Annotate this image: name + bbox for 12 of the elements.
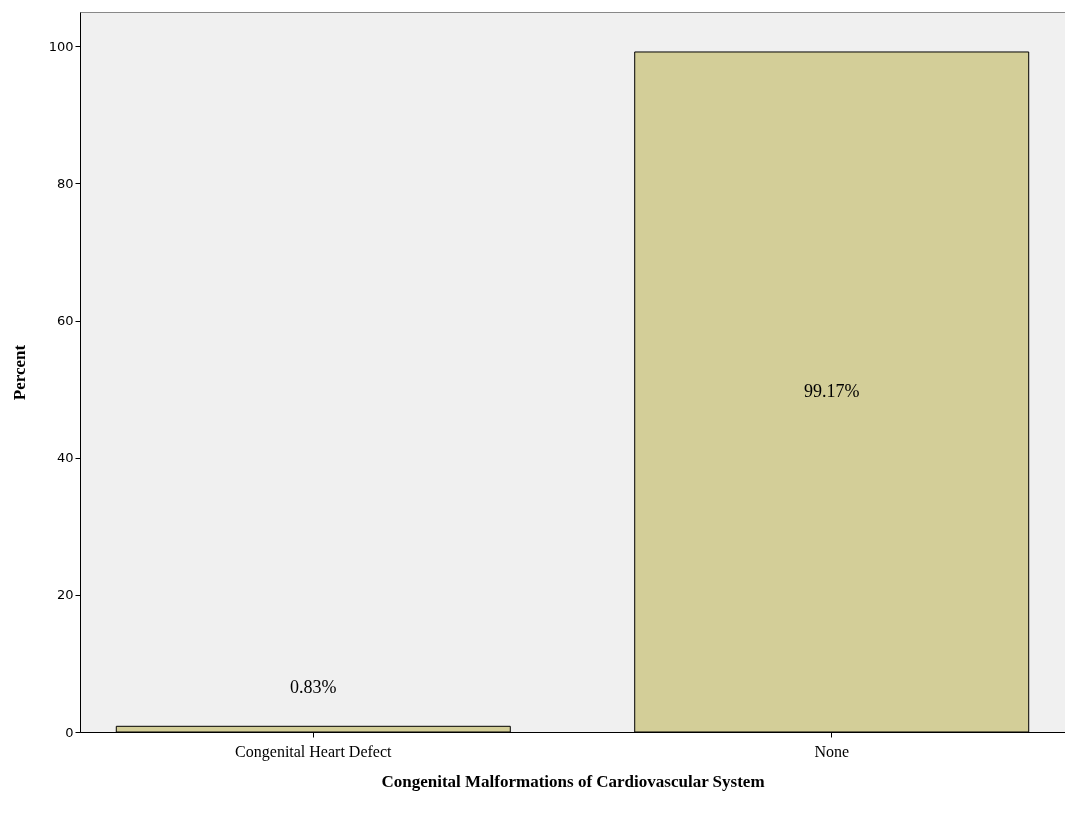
y-tick-label: 60 <box>56 313 74 329</box>
data-label: 99.17% <box>803 380 860 401</box>
y-axis-title: Percent <box>9 344 29 401</box>
y-tick-label: 40 <box>56 450 74 466</box>
y-tick-label: 100 <box>48 38 74 54</box>
y-tick-label: 0 <box>65 724 74 740</box>
x-tick-label: Congenital Heart Defect <box>235 742 393 761</box>
x-axis-title: Congenital Malformations of Cardiovascular System <box>381 771 765 791</box>
y-tick-label: 80 <box>56 175 74 191</box>
y-tick-label: 20 <box>56 587 74 603</box>
x-tick-label: None <box>814 742 850 760</box>
data-label: 0.83% <box>290 677 337 698</box>
